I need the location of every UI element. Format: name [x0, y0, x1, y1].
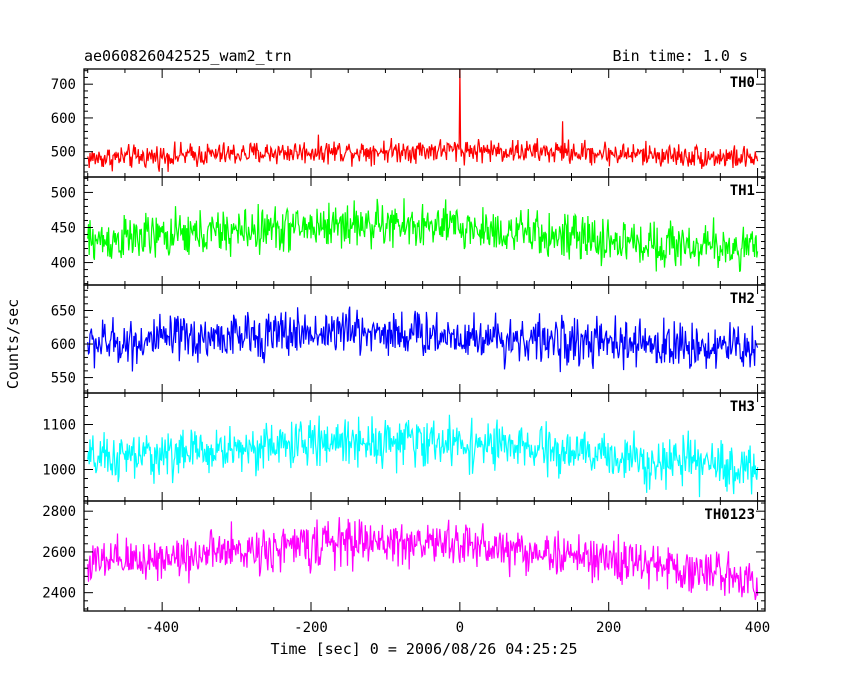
- panel-label: TH0: [730, 75, 755, 91]
- y-tick-label: 600: [51, 111, 76, 127]
- y-tick-label: 1100: [42, 418, 76, 434]
- panel-th3: 1000 1100 TH3: [42, 392, 766, 502]
- y-tick-label: 2400: [42, 586, 76, 602]
- y-tick-label: 600: [51, 337, 76, 353]
- panel-label: TH0123: [704, 507, 755, 523]
- series-line-th0: [87, 69, 759, 172]
- y-tick-label: 550: [51, 371, 76, 387]
- x-axis-label: Time [sec] 0 = 2006/08/26 04:25:25: [270, 640, 577, 658]
- series-line-th3: [87, 414, 759, 498]
- series-line-th2: [87, 306, 759, 373]
- y-tick-label: 2600: [42, 545, 76, 561]
- panel-label: TH1: [730, 183, 755, 199]
- panel-label: TH3: [730, 399, 755, 415]
- panel-th0: 500 600 700 TH0: [51, 68, 766, 178]
- y-axis-label: Counts/sec: [4, 299, 22, 389]
- bin-time-label: Bin time: 1.0 s: [613, 47, 748, 65]
- panel-th1: 400 450 500 TH1: [51, 176, 766, 286]
- y-tick-label: 700: [51, 77, 76, 93]
- y-tick-label: 2800: [42, 504, 76, 520]
- x-tick-label: -400: [145, 620, 179, 636]
- panels-group: 500 600 700 TH0 400 450 500 TH1 550 600 650 TH2 1000…: [42, 68, 766, 612]
- x-tick-label: 0: [456, 620, 464, 636]
- panel-th2: 550 600 650 TH2: [51, 284, 766, 394]
- y-tick-label: 1000: [42, 463, 76, 479]
- y-tick-label: 500: [51, 145, 76, 161]
- y-tick-label: 500: [51, 185, 76, 201]
- chart-title: ae060826042525_wam2_trn: [84, 47, 292, 65]
- x-tick-label: 200: [596, 620, 621, 636]
- series-line-th0123: [87, 517, 759, 601]
- panel-th0123: 2400 2600 2800 TH0123: [42, 500, 766, 612]
- panel-frame: [83, 500, 766, 612]
- series-line-th1: [87, 198, 759, 273]
- y-tick-label: 400: [51, 256, 76, 272]
- x-tick-label: -200: [294, 620, 328, 636]
- panel-label: TH2: [730, 291, 755, 307]
- y-tick-label: 650: [51, 303, 76, 319]
- x-tick-label: 400: [745, 620, 770, 636]
- x-tick-labels: -400 -200 0 200 400: [145, 620, 770, 636]
- y-tick-label: 450: [51, 220, 76, 236]
